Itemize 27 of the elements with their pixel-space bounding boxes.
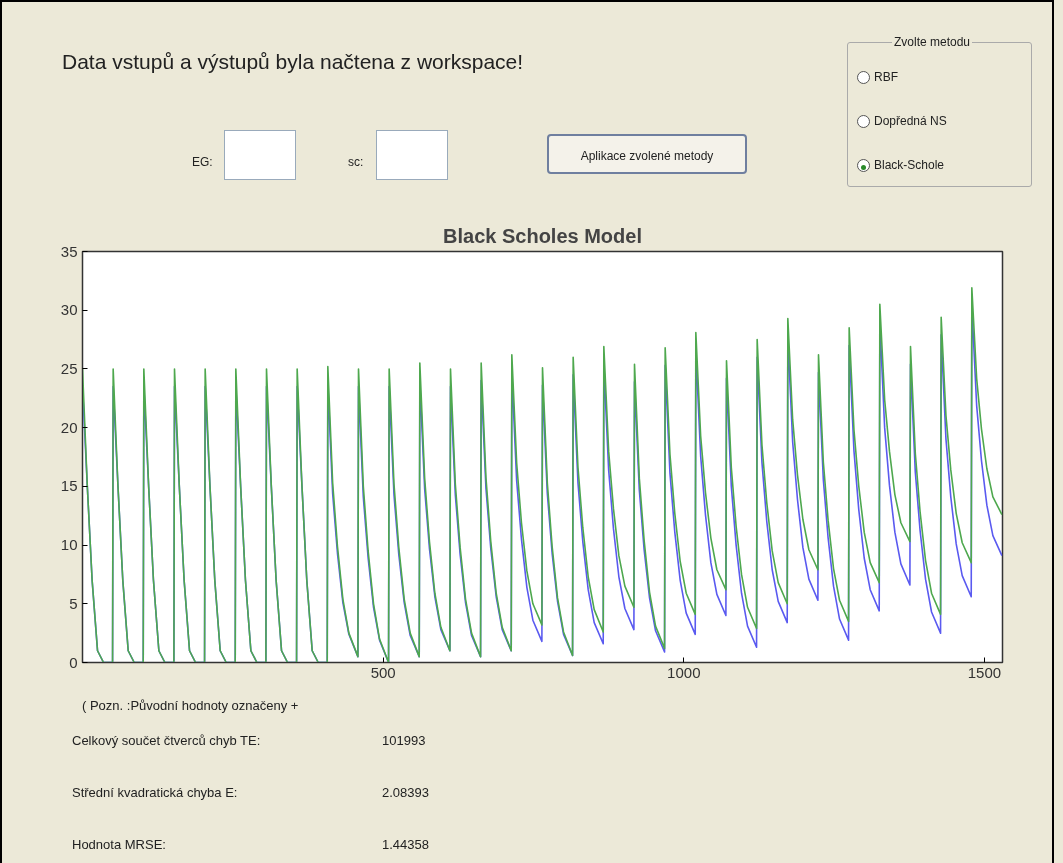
- y-tick-label: 5: [69, 594, 78, 612]
- x-tick-label: 1500: [967, 663, 1002, 681]
- text: Hodnota MRSE:: [72, 836, 166, 854]
- y-tick-label: 20: [60, 418, 78, 436]
- text: Zvolte metodu: [892, 34, 973, 52]
- text: Data vstupů a výstupů byla načtena z workspace!: [62, 49, 524, 75]
- text: 1.44358: [382, 836, 429, 854]
- y-tick-label: 10: [60, 536, 78, 554]
- text: RBF: [873, 69, 898, 86]
- x-tick-label: 1000: [667, 663, 701, 681]
- text: 101993: [382, 732, 426, 750]
- text: EG:: [192, 154, 213, 171]
- y-tick-label: 15: [60, 477, 78, 495]
- text: Aplikace zvolené metody: [547, 134, 747, 174]
- text: sc:: [348, 154, 364, 171]
- text: ( Pozn. :Původní hodnoty označeny +: [82, 697, 299, 715]
- y-tick-label: 35: [60, 242, 78, 260]
- x-tick-label: 500: [370, 663, 396, 681]
- y-tick-label: 25: [60, 359, 78, 377]
- text: Black-Schole: [873, 157, 945, 174]
- y-tick-label: 30: [60, 301, 78, 319]
- text: Celkový součet čtverců chyb TE:: [72, 732, 261, 750]
- text: Střední kvadratická chyba E:: [72, 784, 238, 802]
- text: 2.08393: [382, 784, 429, 802]
- y-tick-label: 0: [69, 653, 78, 671]
- text: Dopředná NS: [873, 113, 947, 130]
- chart-title: Black Scholes Model: [443, 224, 642, 247]
